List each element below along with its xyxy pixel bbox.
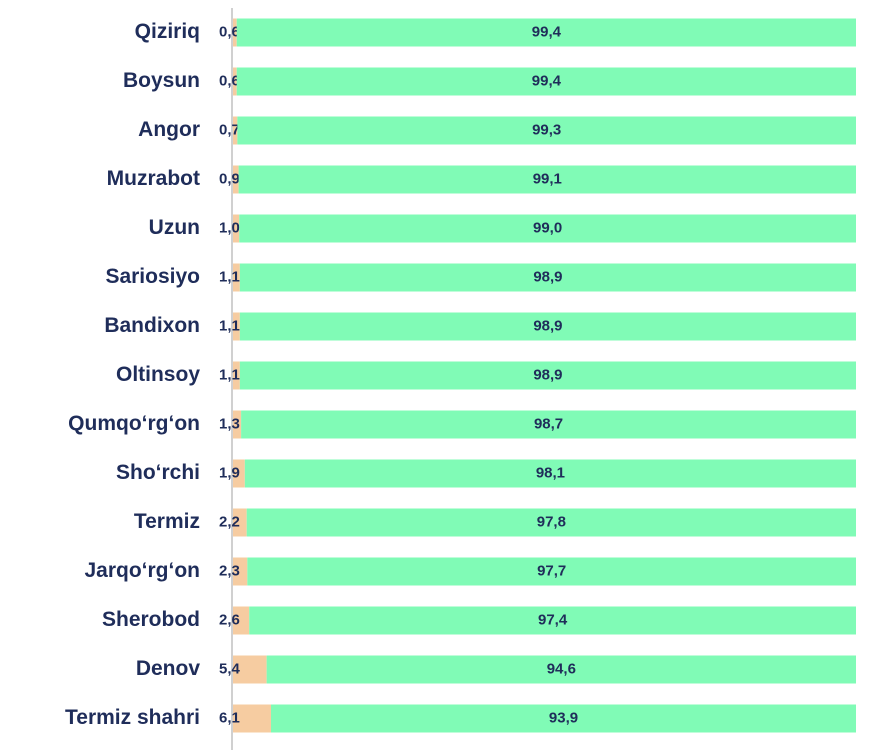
value-label: 99,4 (532, 23, 562, 40)
bar-segment (233, 410, 242, 439)
value-label: 0,9 (219, 170, 240, 187)
bar-segment (266, 655, 857, 684)
bar-segment (233, 67, 237, 96)
bar-segment (237, 116, 857, 145)
category-label: Sariosiyo (105, 265, 200, 288)
category-label: Qumqo‘rg‘on (68, 412, 200, 435)
bar-segment (241, 410, 856, 439)
bar-segment (239, 263, 856, 292)
value-label: 6,1 (219, 709, 240, 726)
bar-segment (239, 214, 857, 243)
category-label: Boysun (123, 69, 200, 92)
bar-segment (239, 361, 856, 390)
bar-segment (233, 214, 240, 243)
value-label: 2,2 (219, 513, 240, 530)
value-label: 94,6 (547, 660, 576, 677)
category-label: Oltinsoy (116, 363, 200, 386)
value-label: 1,1 (219, 366, 240, 383)
value-label: 98,7 (534, 415, 563, 432)
value-label: 0,6 (219, 23, 240, 40)
category-label: Sho‘rchi (116, 461, 200, 484)
bar-segment (233, 655, 267, 684)
bar-segment (233, 557, 248, 586)
bar-segment (233, 361, 240, 390)
bar-segment (233, 704, 272, 733)
bar-segment (233, 606, 250, 635)
category-label: Jarqo‘rg‘on (84, 559, 200, 582)
bar-segment (233, 18, 237, 47)
bar-segment (233, 116, 238, 145)
value-label: 98,9 (533, 317, 562, 334)
bar-segment (249, 606, 856, 635)
bar-segment (236, 67, 856, 96)
bar-segment (244, 459, 856, 488)
bar-segment (233, 312, 240, 341)
value-label: 0,6 (219, 72, 240, 89)
value-label: 1,0 (219, 219, 240, 236)
bar-segment (246, 508, 856, 537)
value-label: 5,4 (219, 660, 241, 677)
value-label: 99,0 (533, 219, 562, 236)
bar-segment (238, 165, 856, 194)
value-label: 0,7 (219, 121, 240, 138)
value-label: 98,9 (533, 268, 562, 285)
value-label: 97,4 (538, 611, 568, 628)
bar-segment (236, 18, 856, 47)
value-label: 2,6 (219, 611, 240, 628)
category-label: Qiziriq (135, 20, 200, 43)
value-label: 1,9 (219, 464, 240, 481)
value-label: 98,1 (536, 464, 565, 481)
value-label: 1,3 (219, 415, 240, 432)
value-label: 97,8 (537, 513, 566, 530)
value-label: 1,1 (219, 317, 240, 334)
bar-segment (233, 165, 239, 194)
value-label: 99,3 (532, 121, 561, 138)
value-label: 93,9 (549, 709, 578, 726)
bar-segment (233, 459, 245, 488)
category-label: Denov (136, 657, 201, 680)
bar-segment (271, 704, 856, 733)
category-label: Termiz (134, 510, 200, 533)
category-label: Uzun (149, 216, 200, 239)
category-label: Termiz shahri (65, 706, 200, 729)
value-label: 2,3 (219, 562, 240, 579)
category-label: Angor (138, 118, 200, 141)
value-label: 98,9 (533, 366, 562, 383)
value-label: 97,7 (537, 562, 566, 579)
bar-segment (239, 312, 856, 341)
category-label: Muzrabot (107, 167, 200, 190)
bar-segment (233, 263, 240, 292)
value-label: 99,4 (532, 72, 562, 89)
value-label: 1,1 (219, 268, 240, 285)
bar-segment (233, 508, 247, 537)
category-label: Bandixon (104, 314, 200, 337)
value-label: 99,1 (533, 170, 562, 187)
category-label: Sherobod (102, 608, 200, 631)
bar-segment (247, 557, 857, 586)
